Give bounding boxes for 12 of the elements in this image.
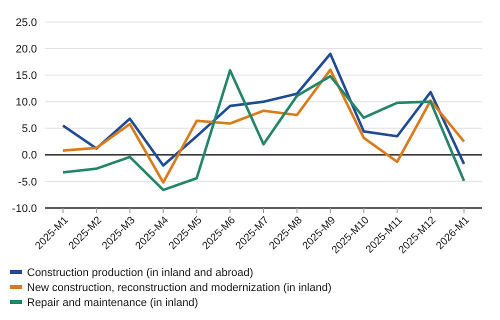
legend-label: Repair and maintenance (in inland) bbox=[27, 296, 198, 309]
y-tick-label: -5.0 bbox=[18, 176, 37, 188]
y-tick-label: -10.0 bbox=[12, 202, 37, 215]
y-tick-label: 20.0 bbox=[16, 43, 37, 56]
line-series bbox=[62, 52, 466, 167]
legend-label: Construction production (in inland and abroad) bbox=[27, 266, 254, 279]
y-tick-label: 10.0 bbox=[16, 96, 37, 109]
y-tick-label: 25.0 bbox=[16, 16, 37, 29]
y-tick-label: 5.0 bbox=[22, 123, 37, 136]
y-tick-label: 15.0 bbox=[16, 70, 37, 82]
y-tick-label: 0.0 bbox=[22, 150, 37, 162]
legend-label: New construction, reconstruction and modernization (in inland) bbox=[27, 282, 332, 294]
